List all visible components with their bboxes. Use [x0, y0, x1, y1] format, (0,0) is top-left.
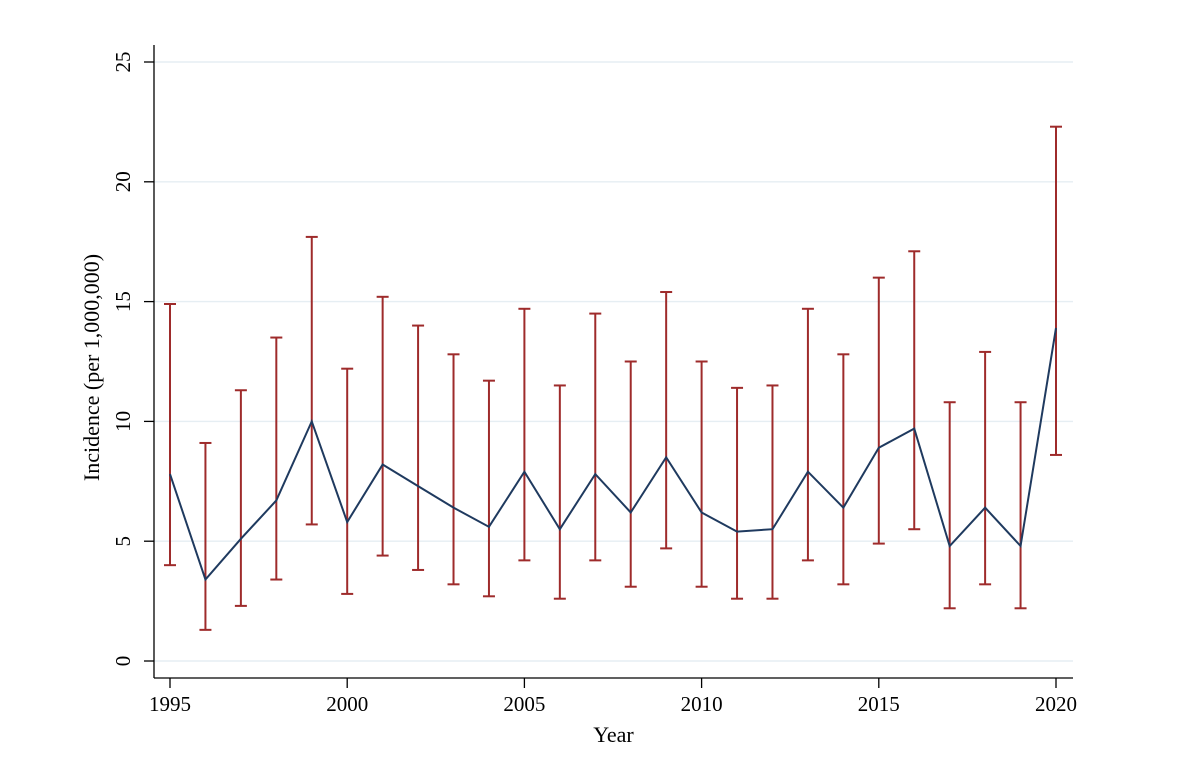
- x-axis-title: Year: [593, 722, 634, 747]
- x-tick-label: 2020: [1035, 692, 1077, 716]
- x-tick-label: 2000: [326, 692, 368, 716]
- ci-bar: [801, 307, 814, 562]
- ci-bar: [872, 276, 885, 545]
- confidence-intervals: [164, 125, 1062, 631]
- ci-bar: [695, 360, 708, 588]
- ci-bar: [234, 389, 247, 607]
- ci-bar: [553, 384, 566, 600]
- y-tick-label: 0: [111, 656, 135, 667]
- y-axis-title: Incidence (per 1,000,000): [79, 254, 104, 481]
- ci-bar: [766, 384, 779, 600]
- ci-bar: [376, 295, 389, 557]
- x-tick-label: 2015: [858, 692, 900, 716]
- x-tick-label: 2010: [681, 692, 723, 716]
- ci-bar: [305, 235, 318, 526]
- ci-bar: [1050, 125, 1062, 456]
- y-tick-label: 20: [111, 171, 135, 192]
- y-tick-label: 25: [111, 52, 135, 73]
- ci-bar: [447, 353, 460, 586]
- ci-bar: [518, 307, 531, 562]
- ci-bar: [837, 353, 850, 586]
- axes: [144, 45, 1073, 688]
- ci-bar: [412, 324, 425, 571]
- y-tick-label: 15: [111, 291, 135, 312]
- ci-bar: [660, 291, 673, 550]
- y-tick-labels: 0 5 10 15 20 25: [111, 52, 135, 667]
- x-tick-label: 1995: [149, 692, 191, 716]
- incidence-series-line: [169, 327, 1057, 582]
- ci-bar: [908, 250, 921, 531]
- y-tick-label: 5: [111, 536, 135, 547]
- ci-bar: [341, 367, 354, 595]
- ci-bar: [482, 379, 495, 598]
- ci-bar: [164, 302, 176, 567]
- ci-bar: [199, 441, 212, 631]
- ci-bar: [979, 350, 992, 586]
- ci-bar: [731, 386, 744, 600]
- y-tick-label: 10: [111, 411, 135, 432]
- ci-bar: [943, 401, 956, 610]
- x-tick-label: 2005: [503, 692, 545, 716]
- gridlines: [154, 61, 1073, 662]
- series-line-layer: [169, 327, 1057, 582]
- ci-bar: [624, 360, 637, 588]
- ci-bar: [270, 336, 283, 581]
- ci-bar: [1014, 401, 1027, 610]
- x-tick-labels: 1995 2000 2005 2010 2015 2020: [149, 692, 1077, 716]
- ci-bar: [589, 312, 602, 562]
